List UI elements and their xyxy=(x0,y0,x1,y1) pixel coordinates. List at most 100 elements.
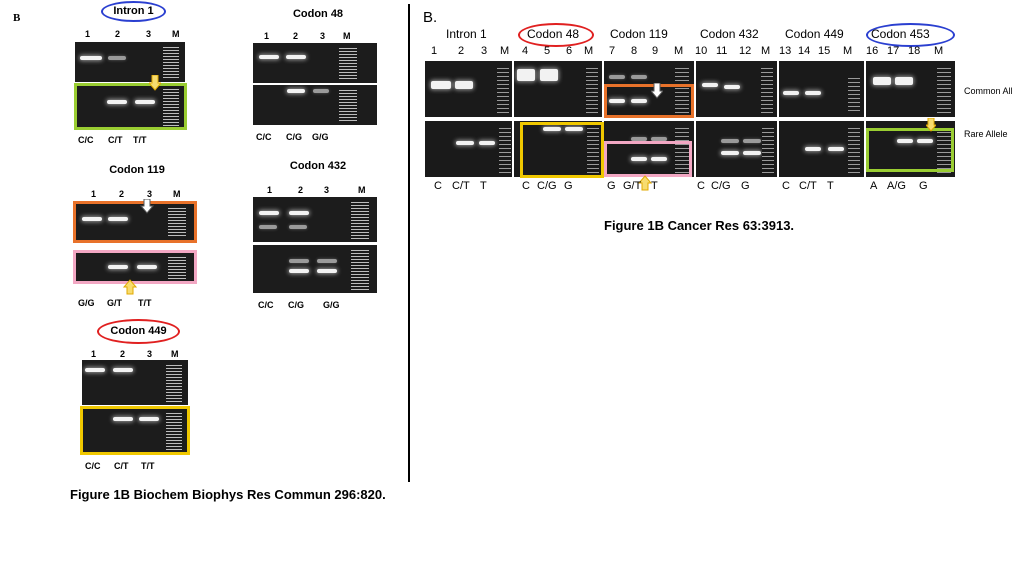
lane-number: 3 xyxy=(324,185,330,195)
gel-separator xyxy=(864,121,866,177)
lane-number: 18 xyxy=(908,45,921,57)
gel-separator xyxy=(777,121,779,177)
codon432-gel-common xyxy=(253,197,377,242)
lane-number: 8 xyxy=(631,45,638,57)
lane-number: 5 xyxy=(544,45,551,57)
gel-band xyxy=(609,75,625,79)
dna-ladder xyxy=(168,255,186,279)
gel-band xyxy=(289,259,309,263)
lane-number: 11 xyxy=(716,45,728,57)
gel-band xyxy=(108,217,128,221)
lane-number: 3 xyxy=(320,31,326,41)
lane-number: 17 xyxy=(887,45,900,57)
group-title: Codon 432 xyxy=(700,27,759,41)
gel-separator xyxy=(694,61,696,117)
genotype-label: C/G xyxy=(286,132,303,142)
lane-number: 3 xyxy=(146,29,152,39)
genotype-label: G xyxy=(741,180,750,192)
dna-ladder xyxy=(497,65,509,113)
dna-ladder xyxy=(351,200,369,239)
gel-band xyxy=(895,77,913,85)
genotype-label: G/G xyxy=(323,300,340,310)
gel-band xyxy=(139,417,159,421)
gel-band xyxy=(455,81,473,89)
gel-band xyxy=(85,368,105,372)
dna-ladder xyxy=(762,125,774,173)
gel-band xyxy=(805,91,821,95)
codon119-common-highlight-box xyxy=(73,201,197,243)
group-title: Codon 119 xyxy=(610,27,668,41)
gel-band xyxy=(259,211,279,215)
codon119-gel-common xyxy=(75,203,195,241)
genotype-label: A/G xyxy=(887,180,906,192)
gel-band xyxy=(609,99,625,103)
group-title: Codon 453 xyxy=(871,27,930,41)
dna-ladder xyxy=(848,75,860,113)
gel-separator xyxy=(512,121,514,177)
dna-ladder xyxy=(168,206,186,238)
genotype-label: C xyxy=(522,180,530,192)
gel-band xyxy=(565,127,583,131)
panel-letter-right: B. xyxy=(423,9,438,26)
genotype-label: C xyxy=(782,180,790,192)
gel-band xyxy=(783,91,799,95)
row-label-common: Common All xyxy=(964,86,1013,96)
arrow-down-icon xyxy=(149,75,161,91)
lane-number: M xyxy=(584,45,594,57)
gel-band xyxy=(631,99,647,103)
genotype-label: C/G xyxy=(711,180,731,192)
lane-number: 3 xyxy=(147,189,153,199)
lane-number: 1 xyxy=(267,185,273,195)
gel-band xyxy=(631,75,647,79)
arrow-down-icon xyxy=(140,199,154,214)
gel-band xyxy=(80,56,102,60)
gel-separator xyxy=(777,61,779,117)
right-group-titles: Intron 1 Codon 48 Codon 119 Codon 432 Co… xyxy=(0,27,1024,43)
genotype-label: T xyxy=(651,180,658,192)
genotype-label: C/T xyxy=(114,461,129,471)
lane-number: M xyxy=(358,185,366,195)
codon449-gel-common xyxy=(82,360,188,405)
codon119-rare-highlight-box-right xyxy=(604,141,692,177)
right-figure-caption: Figure 1B Cancer Res 63:3913. xyxy=(604,218,795,233)
lane-number: 9 xyxy=(652,45,659,57)
lane-number: 4 xyxy=(522,45,529,57)
lane-number: 1 xyxy=(264,31,270,41)
genotype-label: C xyxy=(434,180,442,192)
gel-band xyxy=(828,147,844,151)
gel-separator xyxy=(864,61,866,117)
dna-ladder xyxy=(163,45,179,79)
codon449-gel-rare xyxy=(82,408,188,453)
genotype-label: C/C xyxy=(258,300,274,310)
arrow-up-icon xyxy=(638,175,652,191)
genotype-label: G xyxy=(564,180,573,192)
gel-band xyxy=(259,225,277,229)
codon449-title: Codon 449 xyxy=(110,325,167,337)
dna-ladder xyxy=(166,411,182,450)
codon48-gel-rare xyxy=(253,85,377,125)
genotype-label: T/T xyxy=(141,461,155,471)
lane-number: 3 xyxy=(481,45,488,57)
gel-band xyxy=(873,77,891,85)
lane-number: 2 xyxy=(458,45,465,57)
gel-band xyxy=(135,100,155,104)
dna-ladder xyxy=(499,125,511,173)
genotype-label: T/T xyxy=(133,135,147,145)
gel-separator xyxy=(694,121,696,177)
lane-number: M xyxy=(171,349,179,359)
codon449-rare-highlight-box xyxy=(80,406,190,455)
gel-band xyxy=(286,55,306,59)
gel-band xyxy=(543,127,561,131)
codon119-title: Codon 119 xyxy=(109,164,165,176)
genotype-label: C/C xyxy=(85,461,101,471)
codon48-rare-highlight-box-right xyxy=(520,122,604,178)
gel-band xyxy=(82,217,102,221)
lane-number: 6 xyxy=(566,45,573,57)
lane-number: 15 xyxy=(818,45,831,57)
lane-number: 2 xyxy=(298,185,304,195)
genotype-label: C xyxy=(697,180,705,192)
genotype-label: C/T xyxy=(799,180,817,192)
gel-band xyxy=(721,139,739,143)
gel-band xyxy=(289,269,309,273)
gel-band xyxy=(137,265,157,269)
